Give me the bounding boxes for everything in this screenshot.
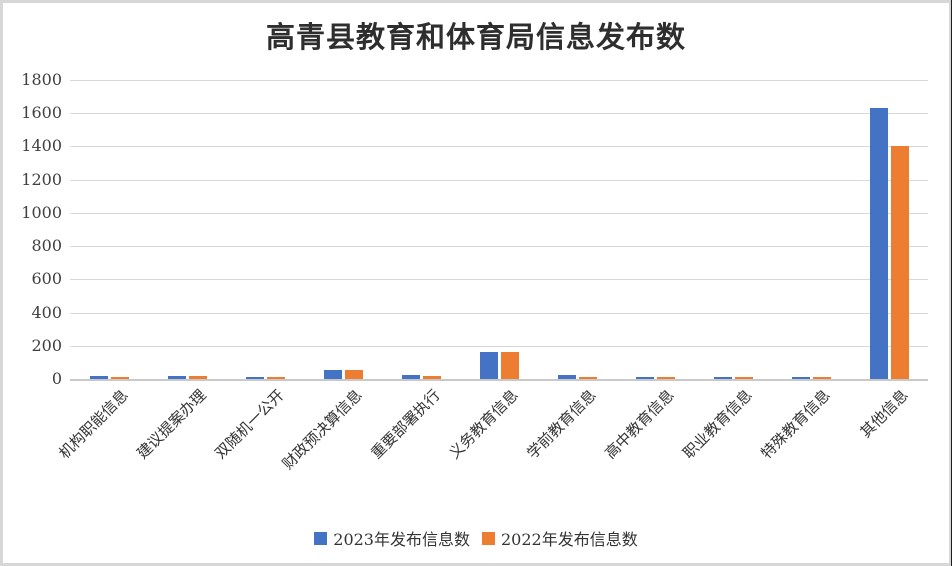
- bar-series-1: [266, 377, 285, 379]
- bar-series-0: [869, 108, 888, 379]
- gridline: [70, 312, 928, 314]
- bar-series-0: [323, 369, 342, 379]
- x-axis-category-label: 重要部署执行: [367, 386, 444, 463]
- x-axis-category-label: 学前教育信息: [523, 386, 600, 463]
- y-axis-tick-label: 0: [51, 369, 62, 388]
- y-axis-tick-label: 1800: [21, 70, 62, 89]
- legend: 2023年发布信息数 2022年发布信息数: [0, 526, 952, 550]
- bar-series-0: [557, 375, 576, 379]
- legend-item-1: 2022年发布信息数: [482, 526, 638, 550]
- bar-series-1: [812, 377, 831, 379]
- bar-series-0: [479, 351, 498, 379]
- gridline: [70, 179, 928, 181]
- bar-series-1: [422, 375, 441, 379]
- bar-series-1: [656, 377, 675, 379]
- y-axis-tick-label: 1600: [21, 103, 62, 123]
- bar-series-1: [188, 376, 207, 379]
- bar-series-0: [791, 376, 810, 379]
- x-axis-category-label: 财政预决算信息: [278, 386, 366, 473]
- y-axis-tick-label: 400: [31, 302, 62, 322]
- gridline: [70, 212, 928, 214]
- chart-title: 高青县教育和体育局信息发布数: [265, 20, 686, 54]
- plot-area: [70, 80, 928, 381]
- y-axis-tick-label: 600: [31, 269, 62, 289]
- x-axis-category-label: 义务教育信息: [445, 386, 522, 463]
- legend-label: 2023年发布信息数: [333, 530, 470, 549]
- y-axis-tick-label: 1400: [21, 136, 62, 156]
- legend-swatch-icon: [314, 531, 328, 545]
- gridline: [70, 146, 928, 148]
- bar-series-1: [344, 370, 363, 379]
- legend-label: 2022年发布信息数: [501, 530, 638, 549]
- x-axis-category-label: 双随机一公开: [211, 386, 288, 463]
- bar-series-1: [110, 377, 129, 379]
- bar-series-1: [500, 352, 519, 379]
- gridline: [70, 246, 928, 248]
- x-axis-category-label: 建议提案办理: [133, 386, 210, 463]
- legend-item-0: 2023年发布信息数: [314, 526, 470, 550]
- y-axis-tick-label: 1200: [21, 169, 62, 189]
- gridline: [70, 113, 928, 115]
- x-axis-category-label: 职业教育信息: [679, 386, 756, 463]
- bar-series-1: [734, 377, 753, 379]
- bar-series-1: [890, 146, 909, 379]
- gridline: [70, 80, 928, 81]
- x-axis-category-label: 机构职能信息: [55, 386, 132, 463]
- bar-series-0: [167, 375, 186, 379]
- legend-swatch-icon: [482, 531, 495, 545]
- gridline: [70, 279, 928, 281]
- bar-series-0: [713, 376, 732, 379]
- x-axis-category-label: 高中教育信息: [601, 386, 678, 463]
- bar-series-0: [245, 376, 264, 379]
- bar-series-0: [401, 375, 420, 379]
- gridline: [70, 345, 928, 347]
- bar-series-0: [635, 376, 654, 379]
- bar-series-0: [89, 375, 108, 379]
- y-axis-tick-label: 1000: [21, 202, 62, 222]
- x-axis-category-label: 其他信息: [856, 386, 912, 442]
- x-axis-category-label: 特殊教育信息: [757, 386, 834, 463]
- y-axis-tick-label: 800: [31, 236, 62, 256]
- bar-series-1: [578, 377, 597, 379]
- y-axis-tick-label: 200: [31, 335, 62, 355]
